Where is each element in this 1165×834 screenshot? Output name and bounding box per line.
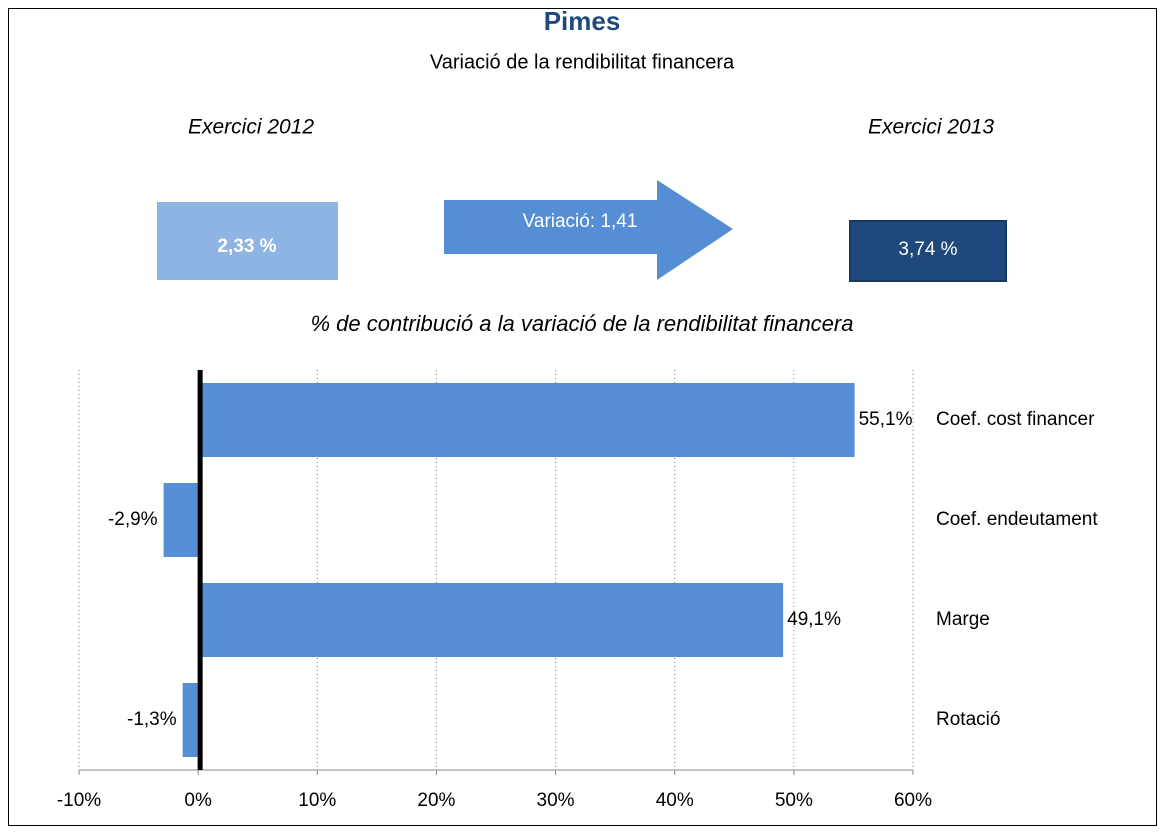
category-label: Marge [936, 609, 990, 630]
bar [163, 483, 199, 557]
subtitle: Variació de la rendibilitat financera [430, 51, 735, 73]
x-tick-label: -10% [57, 790, 101, 811]
category-label: Coef. cost financer [936, 409, 1095, 430]
x-tick-label: 10% [298, 790, 336, 811]
left-box [157, 202, 338, 280]
x-tick-label: 40% [656, 790, 694, 811]
bar [182, 683, 199, 757]
arrow-text: Variació: 1,41 [523, 211, 638, 232]
value-label: 55,1% [859, 409, 913, 430]
right-value: 3,74 % [898, 239, 957, 260]
x-tick-label: 20% [417, 790, 455, 811]
value-label: -2,9% [108, 509, 158, 530]
x-tick-label: 0% [184, 790, 212, 811]
arrow [444, 180, 733, 280]
x-tick-label: 30% [537, 790, 575, 811]
x-tick-label: 60% [894, 790, 932, 811]
category-label: Rotació [936, 709, 1000, 730]
title: Pimes [544, 6, 621, 36]
left-value: 2,33 % [217, 236, 276, 257]
right-box [849, 220, 1007, 282]
x-tick-label: 50% [775, 790, 813, 811]
value-label: -1,3% [127, 709, 177, 730]
category-label: Coef. endeutament [936, 509, 1098, 530]
chart-title: % de contribució a la variació de la ren… [311, 311, 854, 336]
bar [198, 583, 784, 657]
value-label: 49,1% [787, 609, 841, 630]
left-label: Exercici 2012 [188, 116, 314, 139]
bar [198, 383, 855, 457]
right-label: Exercici 2013 [868, 116, 994, 139]
